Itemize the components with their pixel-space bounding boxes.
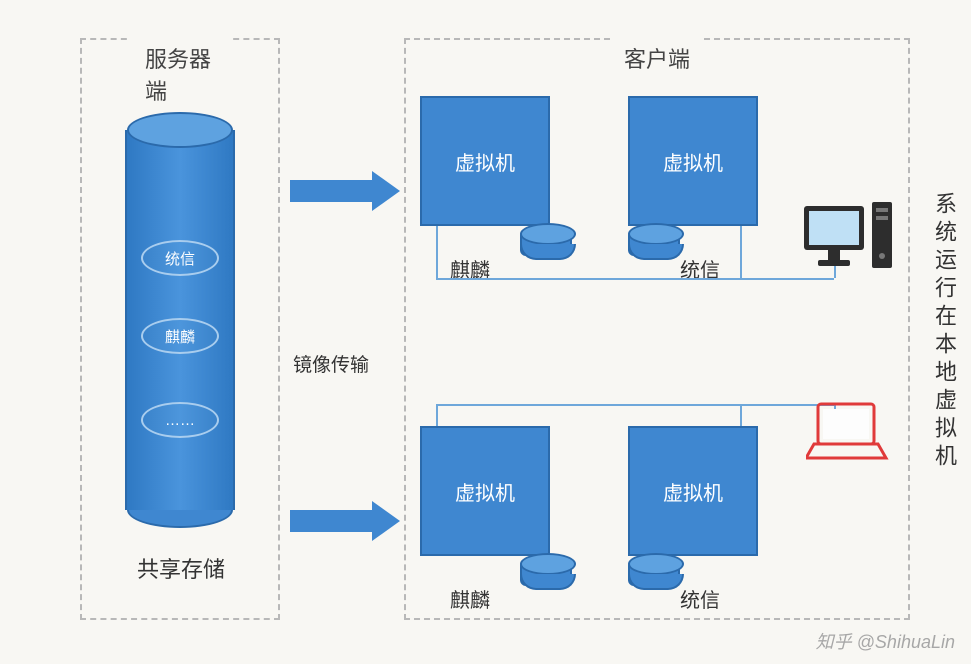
cylinder-label-0: 统信 (141, 240, 219, 276)
conn-line (436, 404, 834, 406)
client-panel-title: 客户端 (610, 38, 704, 78)
cylinder-label-1: 麒麟 (141, 318, 219, 354)
mirror-transfer-label: 镜像传输 (293, 350, 369, 377)
laptop-terminal-icon (806, 400, 890, 464)
shared-storage-label: 共享存储 (137, 552, 225, 584)
os-label-r2-2: 统信 (680, 584, 720, 613)
disk-r2-1 (520, 560, 572, 586)
disk-r1-2 (628, 230, 680, 256)
vm-box-r2-2: 虚拟机 (628, 426, 758, 556)
disk-r2-2 (628, 560, 680, 586)
arrow-top (290, 180, 374, 202)
cylinder-label-2: …… (141, 402, 219, 438)
conn-line (740, 226, 742, 278)
arrow-bottom (290, 510, 374, 532)
storage-cylinder: 统信 麒麟 …… (125, 130, 235, 510)
vm-box-r2-1: 虚拟机 (420, 426, 550, 556)
watermark: 知乎 @ShihuaLin (816, 628, 955, 654)
vm-box-r1-1: 虚拟机 (420, 96, 550, 226)
desktop-terminal-icon (800, 200, 894, 278)
conn-line (436, 278, 834, 280)
conn-line (436, 226, 438, 278)
side-vertical-text: 系统运行在本地虚拟机 (928, 192, 960, 472)
conn-line (436, 404, 438, 426)
server-panel-title: 服务器端 (131, 38, 229, 110)
disk-r1-1 (520, 230, 572, 256)
conn-line (740, 404, 742, 426)
vm-box-r1-2: 虚拟机 (628, 96, 758, 226)
os-label-r2-1: 麒麟 (450, 584, 490, 613)
